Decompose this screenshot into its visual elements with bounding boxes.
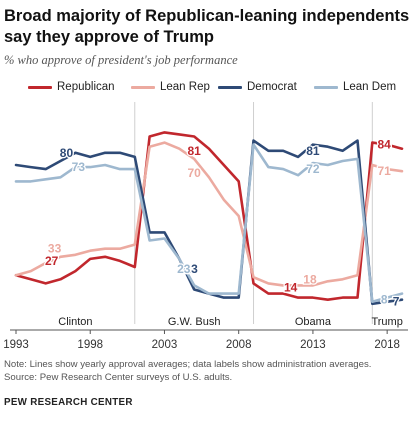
chart-subtitle: % who approve of president's job perform…	[4, 53, 238, 67]
legend-label-lean-rep: Lean Rep	[160, 81, 210, 93]
data-label: 81	[187, 144, 201, 158]
line-chart-plot: Clinton G.W. Bush Obama Trump 1993 1998 2003 20…	[3, 102, 408, 351]
legend-swatch-republican	[28, 85, 52, 89]
data-label: 23	[185, 262, 199, 276]
brand-footer: PEW RESEARCH CENTER	[4, 397, 133, 408]
legend-item-lean-dem: Lean Dem	[314, 81, 396, 93]
data-label: 14	[284, 280, 298, 294]
data-label: 81	[306, 144, 320, 158]
series-line-republican	[14, 131, 404, 301]
note-text: Note: Lines show yearly approval average…	[4, 359, 372, 370]
administration-label: Obama	[295, 316, 332, 328]
x-tick-label: 2008	[226, 339, 252, 351]
x-tick-label: 1998	[77, 339, 103, 351]
chart-notes: Note: Lines show yearly approval average…	[4, 358, 416, 384]
legend-label-lean-dem: Lean Dem	[343, 81, 397, 93]
data-label: 70	[187, 166, 201, 180]
legend-swatch-lean-dem	[314, 85, 338, 89]
legend-item-lean-rep: Lean Rep	[131, 81, 210, 93]
source-text: Source: Pew Research Center surveys of U…	[4, 372, 233, 383]
series-line-lean-rep	[14, 141, 404, 287]
legend-label-democrat: Democrat	[247, 81, 297, 93]
data-label: 23	[177, 262, 191, 276]
legend-item-democrat: Democrat	[218, 81, 297, 93]
chart-title: Broad majority of Republican-leaning ind…	[4, 7, 410, 46]
data-label: 8	[381, 293, 388, 307]
x-tick-label: 2018	[374, 339, 400, 351]
data-label: 18	[303, 272, 317, 286]
legend-label-republican: Republican	[57, 81, 115, 93]
data-label: 80	[60, 146, 74, 160]
administration-label: G.W. Bush	[168, 316, 221, 328]
chart-legend: Republican Lean Rep Democrat Lean Dem	[0, 81, 420, 97]
series-line-lean-dem	[14, 143, 404, 303]
data-label: 7	[393, 295, 400, 309]
data-label: 33	[48, 242, 62, 256]
legend-item-republican: Republican	[28, 81, 115, 93]
administration-label: Clinton	[58, 316, 92, 328]
data-label: 72	[306, 162, 320, 176]
data-label: 71	[378, 164, 392, 178]
x-tick-label: 2003	[152, 339, 178, 351]
data-label: 84	[378, 138, 392, 152]
x-tick-label: 2013	[300, 339, 326, 351]
legend-swatch-lean-rep	[131, 85, 155, 89]
data-label: 73	[72, 160, 86, 174]
x-tick-label: 1993	[3, 339, 29, 351]
administration-label: Trump	[371, 316, 402, 328]
data-label: 27	[45, 254, 59, 268]
legend-swatch-democrat	[218, 85, 242, 89]
